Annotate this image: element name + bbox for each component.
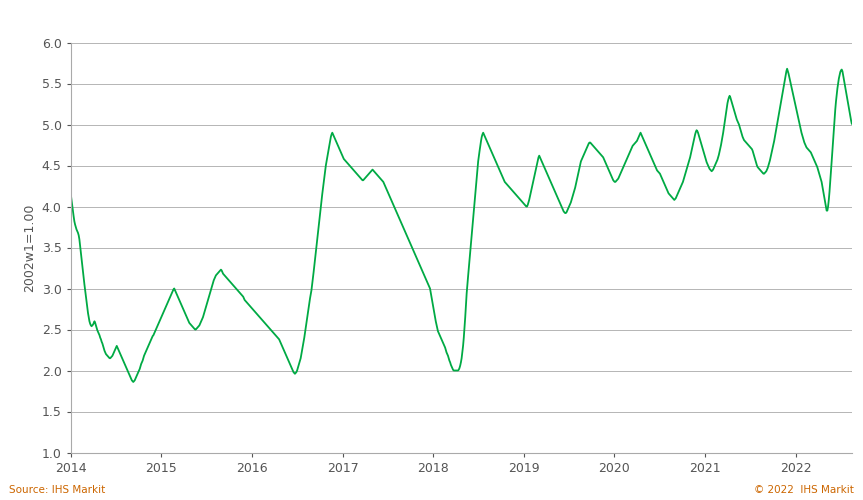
Text: Source: IHS Markit: Source: IHS Markit	[9, 485, 105, 495]
Y-axis label: 2002w1=1.00: 2002w1=1.00	[23, 204, 36, 292]
Text: © 2022  IHS Markit: © 2022 IHS Markit	[754, 485, 854, 495]
Text: IHS Markit Materials  Price Index: IHS Markit Materials Price Index	[10, 10, 333, 28]
